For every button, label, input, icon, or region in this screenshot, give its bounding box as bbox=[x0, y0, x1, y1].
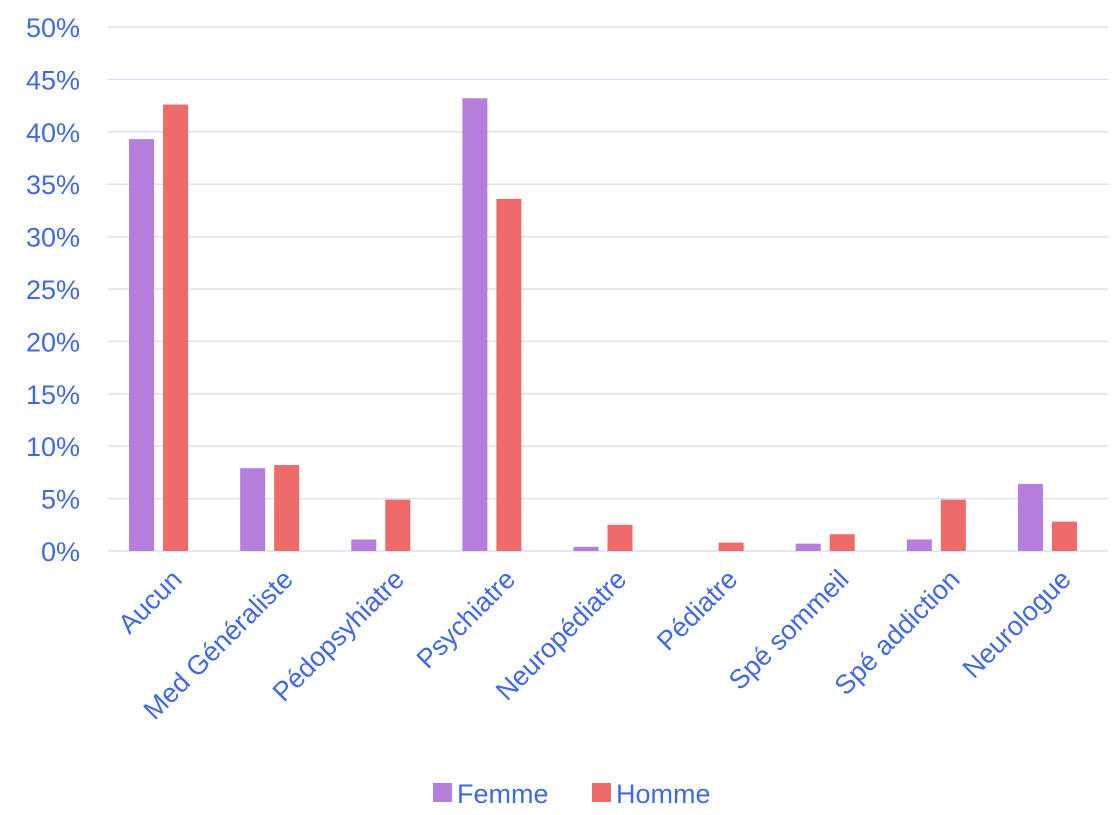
bar-femme-4 bbox=[573, 546, 599, 551]
bar-femme-8 bbox=[1017, 483, 1043, 551]
x-category-label: Psychiatre bbox=[411, 564, 521, 674]
y-tick-label: 40% bbox=[26, 118, 80, 148]
bar-femme-3 bbox=[462, 98, 488, 551]
bar-femme-7 bbox=[906, 539, 932, 551]
bar-homme-5 bbox=[718, 542, 744, 551]
bar-femme-2 bbox=[351, 539, 377, 551]
legend: Femme Homme bbox=[433, 779, 711, 809]
bar-homme-8 bbox=[1051, 521, 1077, 551]
y-tick-label: 50% bbox=[26, 13, 80, 43]
x-category-label: Aucun bbox=[112, 564, 187, 639]
legend-label-femme: Femme bbox=[457, 779, 549, 809]
bar-homme-4 bbox=[607, 524, 633, 551]
bar-homme-2 bbox=[385, 499, 411, 551]
bar-femme-1 bbox=[240, 468, 266, 551]
bar-femme-6 bbox=[795, 543, 821, 551]
y-tick-label: 10% bbox=[26, 432, 80, 462]
bar-homme-7 bbox=[940, 499, 966, 551]
bar-homme-1 bbox=[274, 465, 300, 551]
legend-swatch-homme bbox=[592, 783, 611, 802]
bar-homme-3 bbox=[496, 198, 522, 551]
y-tick-label: 25% bbox=[26, 275, 80, 305]
bar-homme-6 bbox=[829, 534, 855, 551]
y-tick-label: 15% bbox=[26, 380, 80, 410]
x-category-label: Pédiatre bbox=[651, 564, 743, 656]
y-tick-label: 35% bbox=[26, 170, 80, 200]
bars bbox=[129, 98, 1077, 552]
bar-femme-0 bbox=[129, 139, 155, 552]
y-axis: 0% 5% 10% 15% 20% 25% 30% 35% 40% 45% 50% bbox=[26, 13, 80, 567]
y-tick-label: 20% bbox=[26, 327, 80, 357]
bar-homme-0 bbox=[163, 104, 189, 551]
x-category-label: Neurologue bbox=[957, 564, 1077, 684]
y-tick-label: 45% bbox=[26, 65, 80, 95]
y-tick-label: 5% bbox=[41, 485, 80, 515]
y-tick-label: 30% bbox=[26, 223, 80, 253]
y-tick-label: 0% bbox=[41, 537, 80, 567]
legend-swatch-femme bbox=[433, 783, 452, 802]
legend-label-homme: Homme bbox=[616, 779, 711, 809]
